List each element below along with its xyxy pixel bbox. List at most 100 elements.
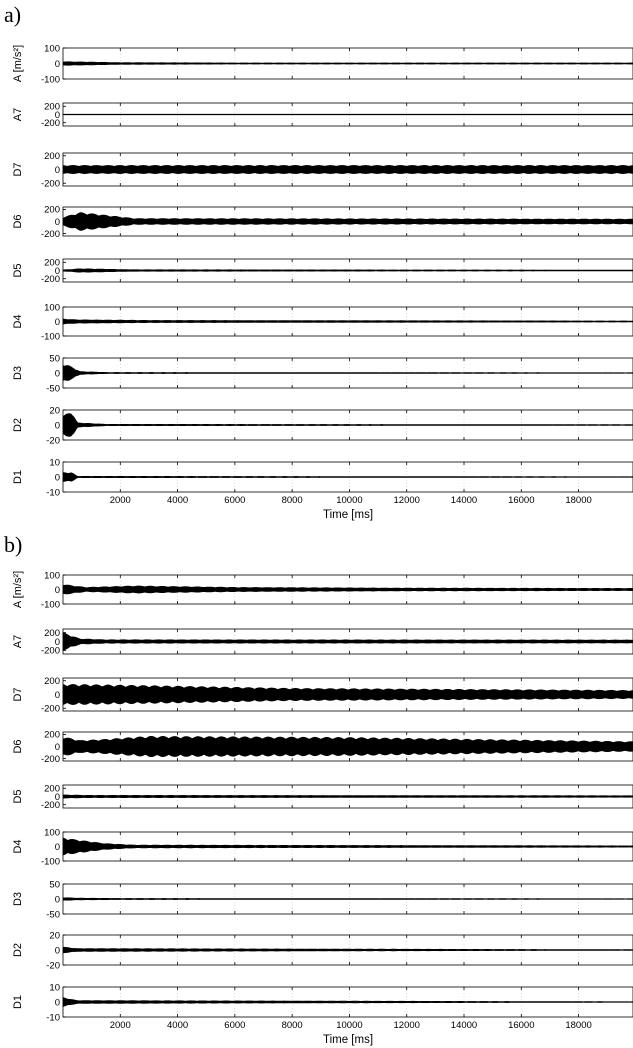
x-tick-label: 12000: [394, 1020, 420, 1031]
y-tick-label: 0: [55, 690, 60, 701]
y-axis-label: D3: [12, 366, 24, 380]
x-tick-label: 14000: [451, 1020, 477, 1031]
y-axis-label: D3: [12, 892, 24, 906]
x-tick-label: 6000: [224, 495, 245, 506]
y-tick-label: -100: [41, 331, 60, 342]
y-tick-label: 0: [55, 792, 60, 803]
subplot-d1: -10 0 10 D1: [12, 457, 633, 498]
subplot-d4: -100 0 100 D4: [12, 827, 633, 867]
y-tick-label: -200: [41, 754, 60, 765]
y-axis-label: D5: [12, 263, 24, 277]
y-tick-label: -200: [41, 229, 60, 240]
x-tick-label: 4000: [167, 1020, 188, 1031]
y-axis-label: A [m/s²]: [12, 571, 24, 608]
y-tick-label: 10: [49, 457, 60, 468]
y-tick-label: -200: [41, 704, 60, 715]
x-tick-label: 2000: [110, 1020, 131, 1031]
y-tick-label: 200: [44, 676, 60, 687]
y-tick-label: 0: [55, 368, 60, 379]
y-tick-label: 10: [49, 982, 60, 993]
y-tick-label: 0: [55, 266, 60, 277]
y-tick-label: -200: [41, 179, 60, 190]
subplot-a: -100 0 100 A [m/s²]: [12, 570, 633, 610]
x-tick-label: 8000: [282, 495, 303, 506]
y-tick-label: 100: [44, 570, 60, 581]
x-axis-label: Time [ms]: [323, 509, 373, 521]
y-axis-label: D1: [12, 470, 24, 484]
x-tick-label: 14000: [451, 495, 477, 506]
y-tick-label: -50: [46, 909, 60, 920]
y-tick-label: 0: [55, 110, 60, 121]
y-tick-label: 100: [44, 827, 60, 838]
y-tick-label: -10: [46, 487, 60, 498]
y-tick-label: 0: [55, 945, 60, 956]
y-axis-label: D4: [12, 314, 24, 328]
x-tick-label: 10000: [336, 495, 362, 506]
x-tick-label: 2000: [110, 495, 131, 506]
subplot-d1: -10 0 10 D1: [12, 982, 633, 1023]
y-tick-label: 200: [44, 628, 60, 639]
y-axis-label: A [m/s²]: [12, 45, 24, 82]
y-tick-label: 50: [49, 353, 60, 364]
y-axis-label: D7: [12, 162, 24, 176]
y-tick-label: -200: [41, 274, 60, 285]
y-axis-label: D2: [12, 418, 24, 432]
y-tick-label: 0: [55, 742, 60, 753]
y-tick-label: -200: [41, 800, 60, 811]
x-tick-label: 18000: [565, 1020, 591, 1031]
y-axis-label: A7: [12, 108, 24, 121]
subplot-d2: -20 0 20 D2: [12, 405, 633, 446]
y-tick-label: -200: [41, 118, 60, 129]
subplot-d3: -50 0 50 D3: [12, 353, 633, 394]
x-tick-label: 18000: [565, 495, 591, 506]
x-axis-label: Time [ms]: [323, 1034, 373, 1046]
y-tick-label: 0: [55, 637, 60, 648]
y-tick-label: 0: [55, 217, 60, 228]
y-axis-label: A7: [12, 635, 24, 648]
subplot-a: -100 0 100 A [m/s²]: [12, 43, 633, 85]
subplot-d7: -200 0 200 D7: [12, 151, 633, 190]
y-tick-label: 0: [55, 420, 60, 431]
y-tick-label: 0: [55, 317, 60, 328]
y-tick-label: -20: [46, 435, 60, 446]
x-tick-label: 10000: [336, 1020, 362, 1031]
subplot-d7: -200 0 200 D7: [12, 676, 633, 715]
subplot-d4: -100 0 100 D4: [12, 302, 633, 342]
y-tick-label: 200: [44, 102, 60, 113]
y-tick-label: 200: [44, 205, 60, 216]
y-tick-label: -100: [41, 74, 60, 85]
x-tick-label: 6000: [224, 1020, 245, 1031]
y-axis-label: D1: [12, 995, 24, 1009]
x-tick-label: 16000: [508, 495, 534, 506]
y-tick-label: 0: [55, 997, 60, 1008]
y-axis-label: D6: [12, 739, 24, 753]
y-tick-label: -100: [41, 599, 60, 610]
y-tick-label: 0: [55, 585, 60, 596]
y-axis-label: D6: [12, 214, 24, 228]
y-tick-label: 200: [44, 151, 60, 162]
y-tick-label: 20: [49, 405, 60, 416]
y-axis-label: D5: [12, 789, 24, 803]
y-tick-label: 100: [44, 302, 60, 313]
y-tick-label: 20: [49, 930, 60, 941]
x-tick-label: 4000: [167, 495, 188, 506]
y-tick-label: -20: [46, 960, 60, 971]
subplot-d2: -20 0 20 D2: [12, 930, 633, 971]
y-tick-label: 0: [55, 842, 60, 853]
y-tick-label: 200: [44, 784, 60, 795]
y-tick-label: 0: [55, 472, 60, 483]
y-tick-label: 50: [49, 879, 60, 890]
y-tick-label: 0: [55, 894, 60, 905]
x-tick-label: 16000: [508, 1020, 534, 1031]
x-tick-label: 8000: [282, 1020, 303, 1031]
y-tick-label: -200: [41, 646, 60, 657]
